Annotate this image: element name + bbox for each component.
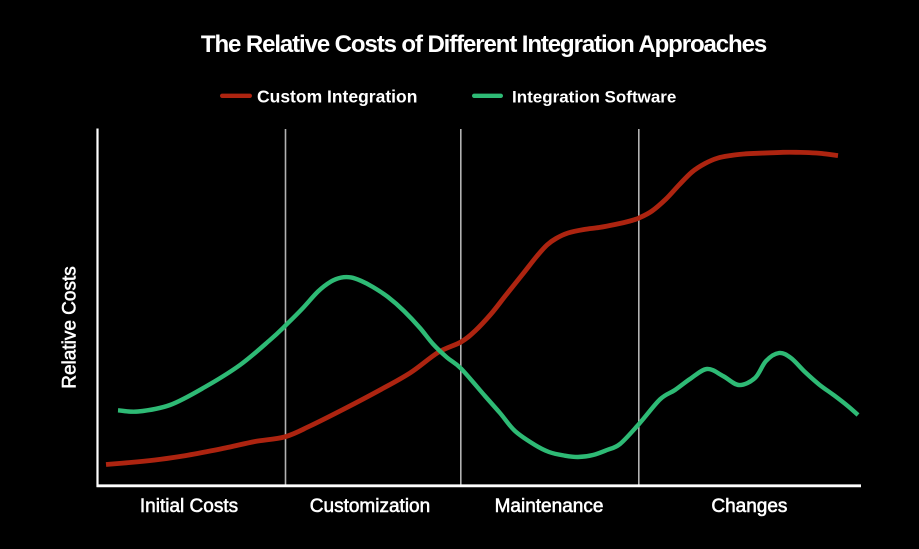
svg-text:Customization: Customization [310,496,430,517]
svg-text:Changes: Changes [711,496,787,517]
svg-text:Relative Costs: Relative Costs [60,266,81,389]
svg-text:Integration Software: Integration Software [512,88,676,107]
svg-text:Initial Costs: Initial Costs [140,496,238,517]
svg-text:Custom Integration: Custom Integration [257,87,417,107]
svg-text:The Relative Costs of Differen: The Relative Costs of Different Integrat… [201,31,767,58]
svg-text:Maintenance: Maintenance [495,496,604,517]
